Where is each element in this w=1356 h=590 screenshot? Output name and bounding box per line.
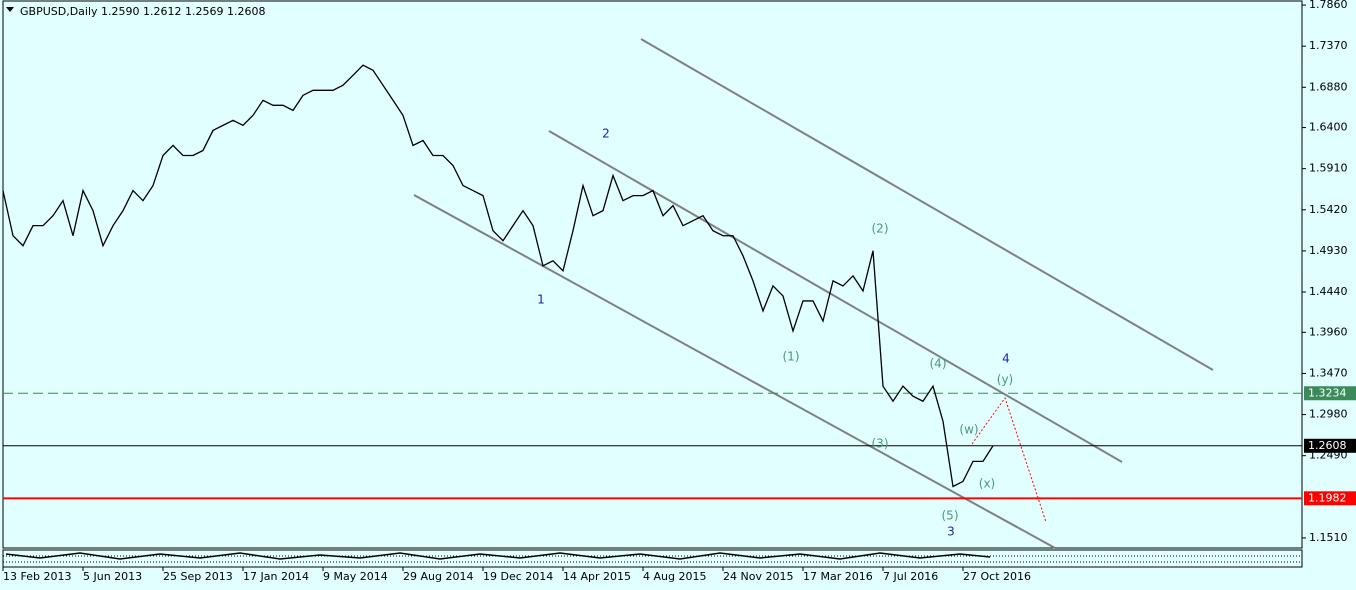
x-tick-label: 27 Oct 2016 — [963, 570, 1031, 583]
x-tick-label: 24 Nov 2015 — [723, 570, 793, 583]
wave-label: (1) — [783, 350, 800, 364]
x-tick-label: 14 Apr 2015 — [563, 570, 631, 583]
y-tick-label: 1.4930 — [1309, 244, 1348, 257]
wave-label: (x) — [979, 477, 995, 491]
price-level-box — [1304, 491, 1356, 506]
price-level-box — [1304, 438, 1356, 453]
x-tick-label: 9 May 2014 — [323, 570, 388, 583]
x-tick-label: 17 Mar 2016 — [803, 570, 873, 583]
channel-line — [640, 38, 1214, 371]
y-tick-label: 1.1510 — [1309, 531, 1348, 544]
channel-line — [548, 130, 1123, 463]
price-level-label: 1.1982 — [1308, 491, 1347, 504]
y-tick-label: 1.3960 — [1309, 325, 1348, 338]
projection — [971, 396, 1047, 523]
y-tick-label: 1.4440 — [1309, 285, 1348, 298]
x-tick-label: 7 Jul 2016 — [883, 570, 938, 583]
wave-label: (3) — [872, 437, 889, 451]
price-level-label: 1.3234 — [1308, 386, 1347, 399]
x-tick-label: 17 Jan 2014 — [243, 570, 309, 583]
x-tick-label: 19 Dec 2014 — [483, 570, 553, 583]
y-tick-label: 1.7860 — [1309, 0, 1348, 11]
x-tick-label: 25 Sep 2013 — [163, 570, 233, 583]
wave-label: 2 — [602, 127, 610, 141]
y-tick-label: 1.5910 — [1309, 162, 1348, 175]
price-line — [2, 64, 994, 488]
chart-title: GBPUSD,Daily 1.2590 1.2612 1.2569 1.2608 — [20, 5, 265, 18]
title-marker — [6, 7, 14, 12]
indicator-line — [5, 552, 991, 560]
price-level-box — [1304, 386, 1356, 401]
wave-label: (4) — [930, 357, 947, 371]
wave-label: (w) — [959, 423, 978, 437]
wave-label: 3 — [947, 525, 955, 539]
y-tick-label: 1.2980 — [1309, 408, 1348, 421]
y-tick-label: 1.3470 — [1309, 366, 1348, 379]
x-tick-label: 5 Jun 2013 — [83, 570, 142, 583]
wave-label: 1 — [537, 293, 545, 307]
x-tick-label: 4 Aug 2015 — [643, 570, 706, 583]
price-level-label: 1.2608 — [1308, 439, 1347, 452]
y-tick-label: 1.7370 — [1309, 39, 1348, 52]
y-tick-label: 1.6400 — [1309, 121, 1348, 134]
wave-label: 4 — [1002, 352, 1010, 366]
wave-label: (y) — [997, 373, 1013, 387]
y-tick-label: 1.5420 — [1309, 203, 1348, 216]
wave-label: (5) — [942, 509, 959, 523]
channel-line — [413, 194, 1056, 549]
y-tick-label: 1.6880 — [1309, 80, 1348, 93]
x-tick-label: 29 Aug 2014 — [403, 570, 473, 583]
wave-label: (2) — [872, 222, 889, 236]
x-tick-label: 13 Feb 2013 — [3, 570, 71, 583]
plot-frame — [2, 0, 1303, 549]
indicator-frame — [2, 549, 1303, 568]
